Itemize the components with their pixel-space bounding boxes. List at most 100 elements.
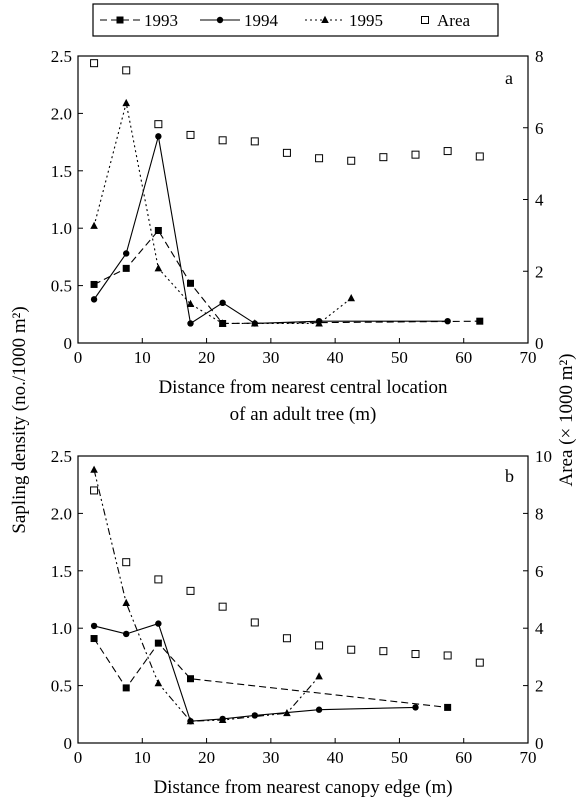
series-area-point [443, 651, 452, 660]
series-area-point [122, 66, 131, 75]
panel-letter: a [505, 68, 513, 88]
x-tick-label: 50 [391, 348, 408, 367]
legend-item-s1993: 1993 [100, 11, 178, 30]
x-tick-label: 0 [74, 348, 83, 367]
legend-marker-s1993 [116, 16, 124, 24]
y2-tick-label: 8 [535, 504, 544, 523]
series-area-point [250, 618, 259, 627]
series-1993-point [154, 226, 162, 234]
series-1994-point [155, 620, 162, 627]
series-1995-point [283, 708, 291, 717]
series-area-point [347, 156, 356, 165]
x-tick-label: 0 [74, 748, 83, 767]
legend-item-s1994: 1994 [200, 11, 279, 30]
series-area-point [122, 558, 131, 567]
series-1993-point [154, 639, 162, 647]
y-axis-label: Sapling density (no./1000 m²) [9, 306, 30, 533]
series-1994-point [90, 296, 98, 303]
series-area-point [411, 150, 420, 159]
series-1993-point [187, 279, 194, 287]
series-1995-point [218, 715, 227, 724]
legend: 1993 1994 1995 Area [92, 3, 499, 37]
y2-tick-label: 2 [535, 677, 544, 696]
series-area-point [90, 486, 99, 495]
series-1995-point [315, 319, 323, 327]
series-1994-line [93, 622, 416, 722]
series-1995 [90, 465, 323, 725]
x-tick-label: 20 [198, 748, 215, 767]
y-tick-label: 2.5 [51, 447, 72, 466]
y-tick-label: 1.0 [51, 619, 72, 638]
series-1995-line [93, 102, 352, 325]
legend-label-area: Area [437, 11, 470, 30]
series-1994-point [412, 704, 419, 711]
series-1995-point [122, 98, 131, 107]
series-1994-point [444, 317, 451, 325]
y-tick-label: 0.5 [51, 277, 72, 296]
series-1993-point [476, 317, 484, 325]
series-1994-point [123, 630, 130, 638]
series-1995-point [186, 716, 195, 725]
x-axis-label: of an adult tree (m) [230, 404, 377, 425]
y-tick-label: 1.5 [51, 562, 72, 581]
series-area-point [282, 634, 291, 643]
x-tick-label: 30 [262, 348, 279, 367]
panel-b: 0 10 20 30 40 50 60 7000.51.01.52.02.50246810bD… [51, 447, 552, 798]
y-tick-label: 0 [64, 734, 73, 753]
y2-tick-label: 2 [535, 262, 544, 281]
x-tick-label: 70 [520, 348, 537, 367]
y-tick-label: 2.0 [51, 504, 72, 523]
x-tick-label: 60 [455, 748, 472, 767]
series-area [90, 59, 484, 165]
x-tick-label: 40 [327, 748, 344, 767]
panel-letter: b [505, 466, 514, 486]
plot-frame [77, 455, 529, 744]
series-1994-point [155, 133, 162, 140]
series-1993-point [122, 684, 130, 692]
legend-marker-s1995 [321, 15, 329, 23]
y2-tick-label: 10 [535, 447, 552, 466]
series-area-point [250, 137, 259, 146]
series-1995-point [250, 319, 259, 327]
series-area-point [154, 120, 163, 129]
series-1994-point [251, 712, 258, 719]
series-area-point [186, 130, 195, 139]
series-1993-point [187, 675, 194, 683]
y2-tick-label: 8 [535, 47, 544, 66]
series-1994-line [93, 136, 448, 325]
series-area-point [315, 154, 324, 163]
series-1994 [90, 133, 451, 327]
legend-marker-s1994 [216, 16, 224, 24]
series-1994-point [219, 299, 226, 307]
series-1995-point [90, 465, 98, 473]
legend-marker-area [421, 16, 429, 24]
legend-item-s1995: 1995 [305, 11, 383, 30]
y-tick-label: 1.0 [51, 219, 72, 238]
legend-label-s1995: 1995 [349, 11, 383, 30]
panel-a: 0 10 20 30 40 50 60 7000.51.01.52.02.502468aDis… [51, 47, 544, 425]
series-1995-point [122, 598, 131, 606]
series-1993-point [90, 635, 98, 643]
y2-tick-label: 4 [535, 191, 544, 210]
series-area-point [315, 641, 324, 650]
y2-tick-label: 6 [535, 562, 544, 581]
series-1993-line [93, 638, 448, 708]
series-area-point [379, 153, 388, 162]
legend-label-s1994: 1994 [244, 11, 279, 30]
x-tick-label: 60 [455, 348, 472, 367]
x-tick-label: 40 [327, 348, 344, 367]
series-1995-point [154, 679, 163, 687]
y-tick-label: 0 [64, 334, 73, 353]
series-1995-line [93, 469, 320, 722]
series-1994-point [90, 622, 98, 630]
series-1994-point [315, 706, 323, 713]
series-1993-point [122, 264, 130, 272]
series-area-point [218, 602, 227, 611]
series-area-point [90, 59, 99, 68]
series-area-point [347, 645, 356, 654]
series-1993 [90, 635, 452, 711]
series-1993-line [93, 229, 480, 325]
x-tick-label: 10 [134, 348, 151, 367]
x-tick-label: 70 [520, 748, 537, 767]
